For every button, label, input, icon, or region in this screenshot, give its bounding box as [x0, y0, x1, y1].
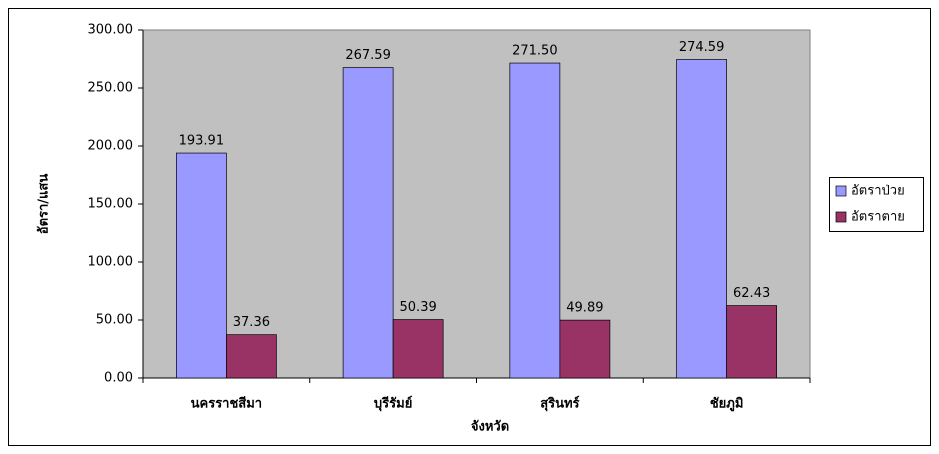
legend-label: อัตราตาย: [851, 210, 905, 225]
y-tick-label: 100.00: [88, 255, 134, 270]
bar: [676, 59, 727, 379]
y-axis-title: อัตรา/แสน: [37, 174, 52, 235]
data-label: 50.39: [400, 300, 437, 315]
y-tick-label: 300.00: [88, 23, 134, 38]
data-label: 49.89: [566, 301, 603, 316]
x-tick-label: นครราชสีมา: [191, 396, 262, 412]
data-label: 193.91: [179, 134, 225, 149]
legend-swatch: [835, 211, 847, 223]
data-label: 62.43: [733, 286, 770, 301]
x-axis-title: จังหวัด: [471, 420, 509, 435]
bar: [176, 152, 227, 379]
x-tick-label: ชัยภูมิ: [710, 397, 744, 412]
bar: [226, 334, 277, 379]
data-label: 37.36: [233, 315, 270, 330]
data-label: 274.59: [679, 40, 725, 55]
y-tick-label: 150.00: [88, 197, 134, 212]
legend-swatch: [835, 185, 847, 197]
bar: [509, 62, 561, 379]
bar: [392, 319, 444, 379]
x-tick-label: บุรีรัมย์: [374, 396, 412, 412]
bar: [726, 305, 778, 379]
data-label: 271.50: [512, 44, 558, 59]
y-tick-label: 200.00: [88, 139, 134, 154]
data-label: 267.59: [345, 48, 391, 63]
legend-label: อัตราป่วย: [851, 184, 905, 199]
y-tick-label: 250.00: [88, 81, 134, 96]
y-tick-label: 50.00: [96, 313, 133, 328]
x-tick-label: สุรินทร์: [540, 396, 579, 412]
y-tick-label: 0.00: [104, 371, 133, 386]
bar: [342, 67, 394, 379]
bar: [559, 319, 611, 379]
